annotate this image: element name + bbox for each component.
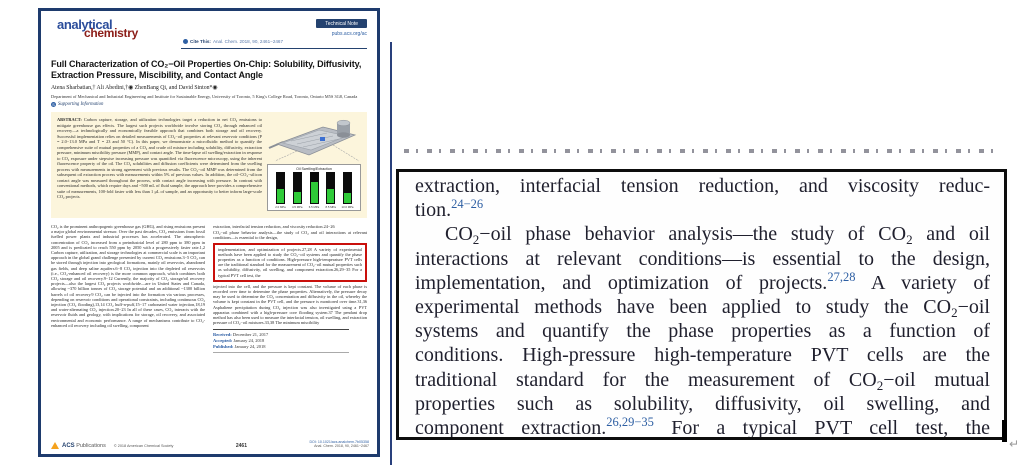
- highlighted-text: implementation, and optimization of proj…: [218, 246, 362, 278]
- oil-swelling-bars: 2.0 MPa 4.5 MPa 6.5 MPa 8.5 MPa: [270, 172, 358, 209]
- toc-graphic: Oil Swelling/Extraction 2.0 MPa 4.5 MPa …: [267, 117, 361, 211]
- article-type-badge: Technical Note: [316, 19, 367, 28]
- toc-bars-inset: Oil Swelling/Extraction 2.0 MPa 4.5 MPa …: [267, 164, 361, 211]
- bar-item: 2.0 MPa: [273, 172, 288, 209]
- page-footer: ACS Publications © 2018 American Chemica…: [51, 440, 369, 449]
- bar-label: 13.0 MPa: [341, 204, 354, 209]
- publisher-logo: ACS Publications © 2018 American Chemica…: [51, 442, 173, 449]
- cite-this-line[interactable]: Cite This: Anal. Chem. 2018, 90, 2461−24…: [183, 39, 283, 44]
- article-title: Full Characterization of CO₂−Oil Propert…: [51, 59, 362, 80]
- return-arrow-mark: ↵: [1009, 437, 1020, 451]
- clipped-text-fragments: [404, 149, 996, 153]
- right-column-paragraph: extraction, interfacial tension reductio…: [213, 223, 335, 229]
- journal-header: analytical chemistry Technical Note pubs…: [51, 17, 367, 53]
- bar-label: 8.5 MPa: [325, 204, 336, 209]
- zoom-text-line: CO2−oil phase behavior analysis—the stud…: [445, 223, 990, 247]
- date-value: December 21, 2017: [232, 332, 269, 338]
- right-column-paragraph: injected into the cell, and the pressure…: [213, 283, 367, 326]
- bar-label: 6.5 MPa: [308, 204, 320, 209]
- doi-block: DOI: 10.1021/acs.analchem.7b05358 Anal. …: [309, 440, 369, 449]
- date-row: Published: January 24, 2018: [213, 344, 349, 350]
- zoom-text-line: properties such as solubility, diffusivi…: [415, 392, 990, 415]
- doi-link[interactable]: DOI: 10.1021/acs.analchem.7b05358: [309, 439, 369, 444]
- citation-line: Anal. Chem. 2018, 90, 2461−2467: [314, 444, 369, 449]
- copyright-text: © 2018 American Chemical Society: [113, 443, 174, 448]
- toc-caption: Oil Swelling/Extraction: [296, 167, 332, 172]
- reference-superscript[interactable]: 24−26: [451, 198, 484, 212]
- supporting-info-icon: S: [51, 102, 56, 108]
- paper-page-thumbnail: analytical chemistry Technical Note pubs…: [38, 8, 380, 457]
- journal-logo-line2: chemistry: [84, 26, 138, 40]
- abstract-body: Carbon capture, storage, and utilization…: [57, 117, 262, 200]
- date-value: January 24, 2018: [233, 338, 265, 344]
- date-row: Received: December 21, 2017: [213, 332, 349, 338]
- cite-label: Cite This:: [190, 39, 211, 44]
- publisher-acs: ACS: [62, 442, 75, 449]
- right-column-paragraph: CO₂−oil phase behavior analysis—the stud…: [213, 230, 367, 241]
- zoomed-text-panel: extraction, interfacial tension reductio…: [396, 169, 1007, 440]
- bar-label: 2.0 MPa: [275, 204, 286, 209]
- date-label: Published:: [213, 344, 234, 350]
- supporting-information-link[interactable]: S Supporting Information: [51, 102, 367, 108]
- cite-icon: [183, 39, 188, 44]
- panel-corner-mark: [1002, 420, 1007, 442]
- bar-item: 4.5 MPa: [290, 172, 305, 209]
- body-left-column: CO₂ is the prominent anthropogenic green…: [51, 224, 205, 353]
- zoom-text-line: systems and quantify the phase propertie…: [415, 320, 990, 343]
- publisher-publications: Publications: [74, 442, 106, 449]
- journal-logo-line1: analytical: [57, 17, 113, 32]
- date-label: Received:: [213, 332, 232, 338]
- zoom-text-line: experimental methods have been applied t…: [415, 295, 990, 320]
- abstract-text: ABSTRACT: Carbon capture, storage, and u…: [57, 117, 361, 200]
- microfluidic-chip-illustration: [267, 117, 361, 164]
- reference-superscript[interactable]: 27,28: [827, 270, 856, 284]
- zoom-text-line: implementation, and optimization of proj…: [415, 270, 990, 294]
- article-body: CO₂ is the prominent anthropogenic green…: [51, 223, 367, 354]
- page-number: 2461: [235, 443, 247, 449]
- bar-label: 4.5 MPa: [292, 204, 303, 209]
- journal-logo: analytical chemistry: [57, 18, 138, 39]
- zoom-text-line: tion.24−26: [415, 198, 484, 222]
- abstract-box: Oil Swelling/Extraction 2.0 MPa 4.5 MPa …: [51, 112, 367, 218]
- date-row: Accepted: January 24, 2018: [213, 338, 349, 344]
- bar-item: 13.0 MPa: [340, 172, 355, 209]
- body-right-column: extraction, interfacial tension reductio…: [213, 223, 367, 354]
- left-column-text: CO₂ is the prominent anthropogenic green…: [51, 223, 205, 328]
- acs-logo-icon: [51, 442, 59, 449]
- highlight-box-red: implementation, and optimization of proj…: [213, 242, 367, 282]
- abstract-label: ABSTRACT:: [57, 117, 82, 123]
- article-authors: Atena Sharbatian,† Ali Abedini,†◉ ZhenBa…: [51, 85, 218, 91]
- date-label: Accepted:: [213, 338, 233, 344]
- bar-item: 6.5 MPa: [307, 172, 322, 209]
- date-value: January 24, 2018: [234, 344, 266, 350]
- article-affiliation: Department of Mechanical and Industrial …: [51, 94, 358, 99]
- zoom-text-line: traditional standard for the measurement…: [415, 368, 990, 392]
- article-dates-block: Received: December 21, 2017 Accepted: Ja…: [213, 329, 349, 354]
- supporting-info-label: Supporting Information: [58, 102, 104, 108]
- zoom-text-line: conditions. High-pressure high-temperatu…: [415, 344, 990, 367]
- reference-superscript[interactable]: 26,29−35: [606, 415, 654, 429]
- header-rule: [181, 48, 367, 49]
- zoom-text-line: extraction, interfacial tension reductio…: [415, 175, 990, 197]
- zoom-text-line: component extraction.26,29−35 For a typi…: [415, 415, 990, 439]
- bar-item: 8.5 MPa: [323, 172, 338, 209]
- pane-divider: [390, 42, 392, 465]
- cite-reference: Anal. Chem. 2018, 90, 2461−2467: [212, 39, 284, 44]
- zoom-text-line: interactions at relevant conditions—is e…: [415, 247, 990, 270]
- journal-site-link[interactable]: pubs.acs.org/ac: [331, 31, 367, 37]
